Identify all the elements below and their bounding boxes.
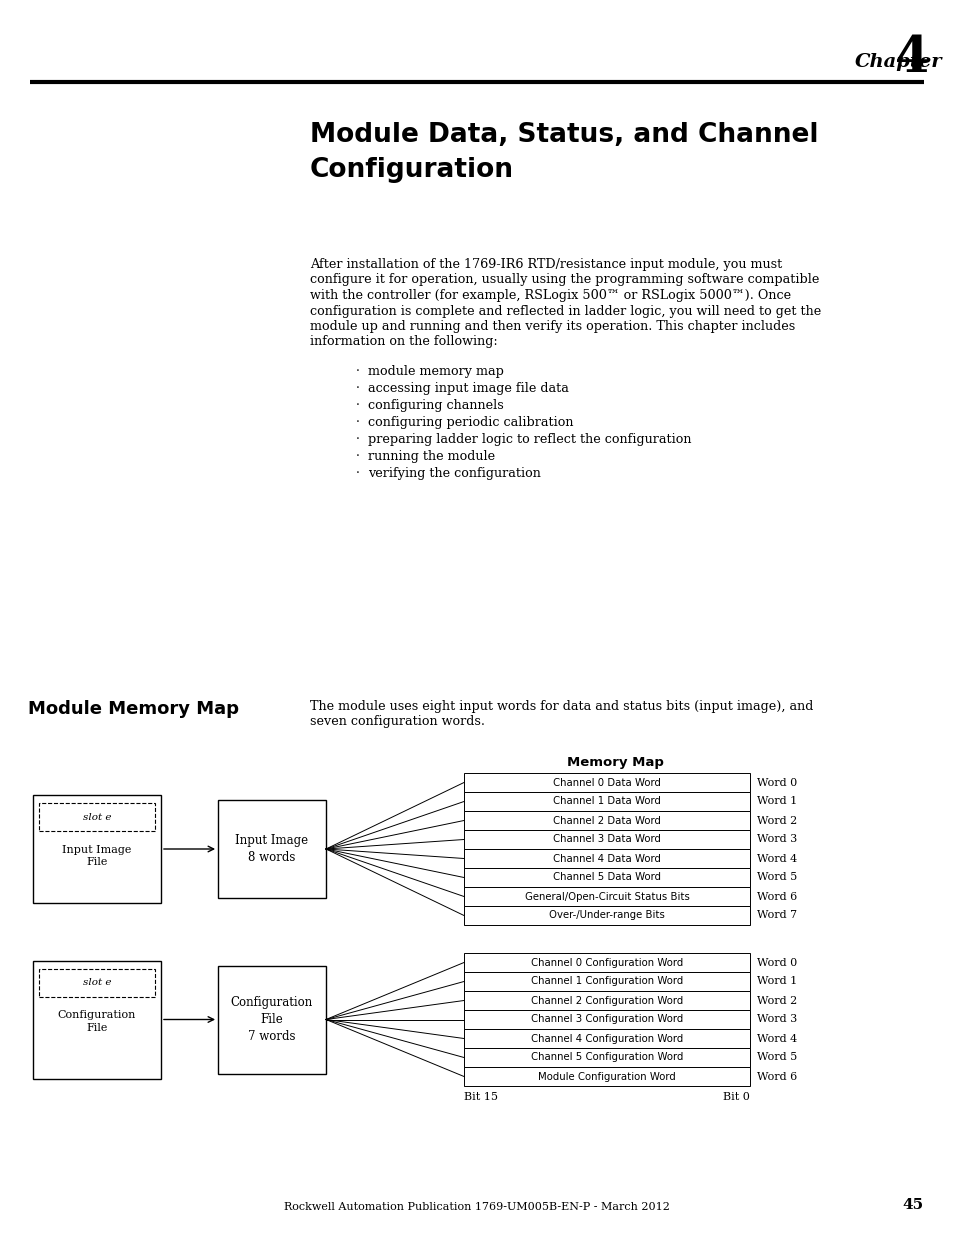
Text: Word 2: Word 2 <box>757 995 797 1005</box>
Text: accessing input image file data: accessing input image file data <box>368 382 568 395</box>
Text: running the module: running the module <box>368 450 495 463</box>
Text: Bit 0: Bit 0 <box>722 1092 749 1102</box>
Text: Channel 2 Configuration Word: Channel 2 Configuration Word <box>530 995 682 1005</box>
Text: Word 1: Word 1 <box>757 797 797 806</box>
Text: Channel 1 Configuration Word: Channel 1 Configuration Word <box>530 977 682 987</box>
Text: Module Configuration Word: Module Configuration Word <box>537 1072 675 1082</box>
Text: preparing ladder logic to reflect the configuration: preparing ladder logic to reflect the co… <box>368 433 691 446</box>
Text: configure it for operation, usually using the programming software compatible: configure it for operation, usually usin… <box>310 273 819 287</box>
Text: Bit 15: Bit 15 <box>463 1092 497 1102</box>
Text: configuring periodic calibration: configuring periodic calibration <box>368 416 573 429</box>
Bar <box>33 795 161 903</box>
Bar <box>463 848 749 868</box>
Bar <box>463 1029 749 1049</box>
Text: Channel 0 Data Word: Channel 0 Data Word <box>553 778 660 788</box>
Text: Word 0: Word 0 <box>757 957 797 967</box>
Text: module memory map: module memory map <box>368 366 503 378</box>
Text: Channel 4 Data Word: Channel 4 Data Word <box>553 853 660 863</box>
Bar <box>463 990 749 1010</box>
Bar <box>463 792 749 811</box>
Text: Channel 0 Configuration Word: Channel 0 Configuration Word <box>530 957 682 967</box>
Text: Word 5: Word 5 <box>757 1052 797 1062</box>
Text: Word 3: Word 3 <box>757 835 797 845</box>
Text: Channel 5 Data Word: Channel 5 Data Word <box>553 872 660 883</box>
Text: Channel 4 Configuration Word: Channel 4 Configuration Word <box>530 1034 682 1044</box>
Bar <box>33 961 161 1078</box>
Text: Channel 2 Data Word: Channel 2 Data Word <box>553 815 660 825</box>
Bar <box>218 800 326 898</box>
Text: Word 1: Word 1 <box>757 977 797 987</box>
Bar <box>463 868 749 887</box>
Text: Module Memory Map: Module Memory Map <box>28 700 239 718</box>
Bar <box>463 953 749 972</box>
Text: verifying the configuration: verifying the configuration <box>368 467 540 480</box>
Text: Word 6: Word 6 <box>757 1072 797 1082</box>
Bar <box>463 830 749 848</box>
Text: ·: · <box>355 416 359 429</box>
Text: The module uses eight input words for data and status bits (input image), and: The module uses eight input words for da… <box>310 700 813 713</box>
Text: configuration is complete and reflected in ladder logic, you will need to get th: configuration is complete and reflected … <box>310 305 821 317</box>
Bar <box>39 968 154 997</box>
Bar <box>463 811 749 830</box>
Text: Word 3: Word 3 <box>757 1014 797 1025</box>
Text: module up and running and then verify its operation. This chapter includes: module up and running and then verify it… <box>310 320 795 333</box>
Text: 45: 45 <box>902 1198 923 1212</box>
Text: Rockwell Automation Publication 1769-UM005B-EN-P - March 2012: Rockwell Automation Publication 1769-UM0… <box>284 1202 669 1212</box>
Bar <box>39 803 154 831</box>
Text: information on the following:: information on the following: <box>310 336 497 348</box>
Text: Configuration
File: Configuration File <box>58 1010 136 1032</box>
Text: slot e: slot e <box>83 813 112 821</box>
Text: Channel 1 Data Word: Channel 1 Data Word <box>553 797 660 806</box>
Text: Configuration: Configuration <box>310 157 514 183</box>
Text: Channel 3 Configuration Word: Channel 3 Configuration Word <box>530 1014 682 1025</box>
Bar <box>463 1067 749 1086</box>
Text: ·: · <box>355 433 359 446</box>
Text: seven configuration words.: seven configuration words. <box>310 715 484 727</box>
Text: Configuration
File
7 words: Configuration File 7 words <box>231 995 313 1044</box>
Text: ·: · <box>355 366 359 378</box>
Text: configuring channels: configuring channels <box>368 399 503 412</box>
Text: Memory Map: Memory Map <box>566 756 662 769</box>
Bar <box>463 972 749 990</box>
Text: After installation of the 1769-IR6 RTD/resistance input module, you must: After installation of the 1769-IR6 RTD/r… <box>310 258 781 270</box>
Text: Word 2: Word 2 <box>757 815 797 825</box>
Text: with the controller (for example, RSLogix 500™ or RSLogix 5000™). Once: with the controller (for example, RSLogi… <box>310 289 790 303</box>
Bar <box>218 966 326 1073</box>
Text: Module Data, Status, and Channel: Module Data, Status, and Channel <box>310 122 818 148</box>
Text: Input Image
8 words: Input Image 8 words <box>235 834 308 864</box>
Text: Over-/Under-range Bits: Over-/Under-range Bits <box>549 910 664 920</box>
Text: ·: · <box>355 450 359 463</box>
Text: General/Open-Circuit Status Bits: General/Open-Circuit Status Bits <box>524 892 689 902</box>
Text: Word 4: Word 4 <box>757 1034 797 1044</box>
Text: 4: 4 <box>894 33 929 83</box>
Text: ·: · <box>355 467 359 480</box>
Text: Word 0: Word 0 <box>757 778 797 788</box>
Text: Input Image
File: Input Image File <box>62 845 132 867</box>
Bar <box>463 1049 749 1067</box>
Bar <box>463 887 749 906</box>
Bar <box>463 906 749 925</box>
Bar <box>463 773 749 792</box>
Text: Channel 5 Configuration Word: Channel 5 Configuration Word <box>530 1052 682 1062</box>
Bar <box>463 1010 749 1029</box>
Text: slot e: slot e <box>83 978 112 987</box>
Text: ·: · <box>355 399 359 412</box>
Text: ·: · <box>355 382 359 395</box>
Text: Word 5: Word 5 <box>757 872 797 883</box>
Text: Word 7: Word 7 <box>757 910 797 920</box>
Text: Word 4: Word 4 <box>757 853 797 863</box>
Text: Chapter: Chapter <box>854 53 942 70</box>
Text: Channel 3 Data Word: Channel 3 Data Word <box>553 835 660 845</box>
Text: Word 6: Word 6 <box>757 892 797 902</box>
